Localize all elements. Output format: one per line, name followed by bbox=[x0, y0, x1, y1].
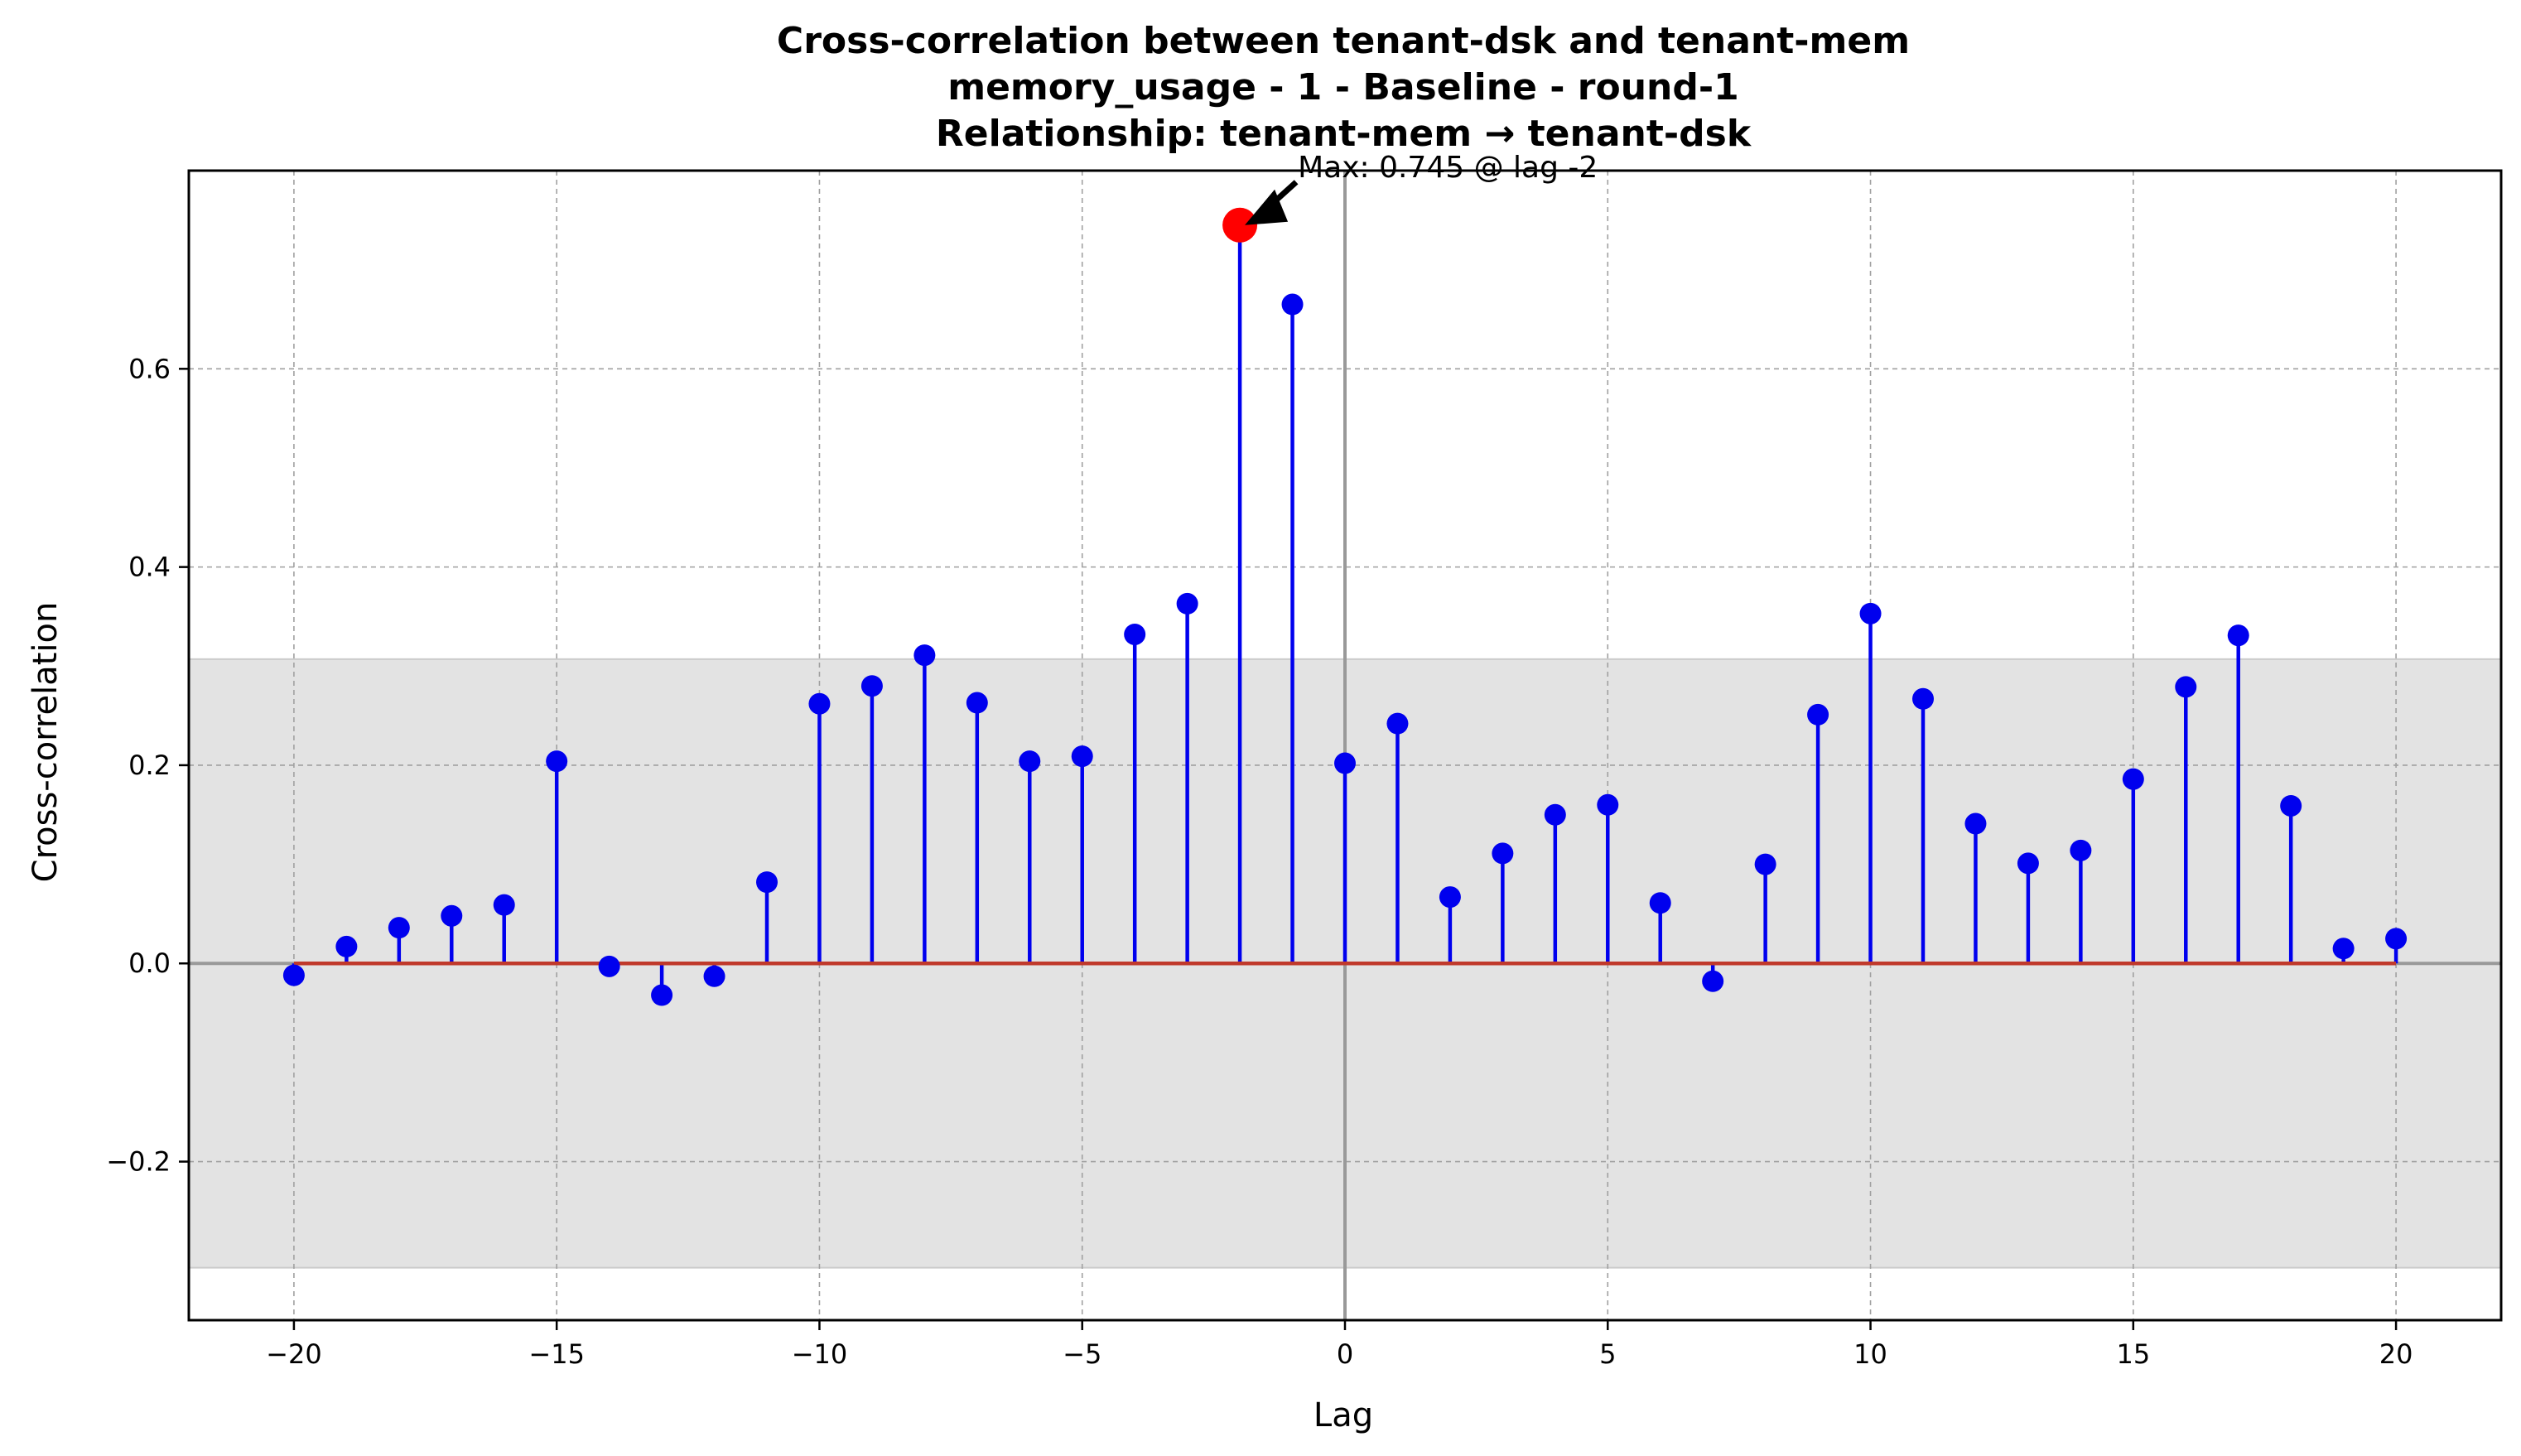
chart-title: Cross-correlation between tenant-dsk and… bbox=[777, 20, 1910, 155]
x-tick-label: 10 bbox=[1853, 1338, 1887, 1370]
y-tick-label: 0.0 bbox=[128, 947, 171, 979]
x-tick-label: −10 bbox=[792, 1338, 848, 1370]
stem-marker bbox=[2017, 852, 2039, 875]
stem-marker bbox=[756, 871, 778, 894]
x-tick-label: −5 bbox=[1063, 1338, 1101, 1370]
x-tick-label: 0 bbox=[1337, 1338, 1353, 1370]
stem-marker bbox=[860, 675, 883, 697]
chart-title-line-3: Relationship: tenant-mem → tenant-dsk bbox=[936, 113, 1752, 155]
stem-marker bbox=[808, 692, 831, 715]
plot-area: Max: 0.745 @ lag -2 −20 −15 −10 −5 0 5 10 15 20 −0… bbox=[106, 151, 2503, 1370]
stem-marker bbox=[1176, 592, 1198, 615]
stem-marker bbox=[1807, 703, 1829, 726]
stem-marker bbox=[282, 964, 305, 986]
stem-marker bbox=[1544, 803, 1566, 826]
y-tick-label: −0.2 bbox=[106, 1146, 171, 1178]
stem-marker bbox=[1912, 687, 1934, 710]
stem-marker bbox=[1702, 970, 1724, 992]
stem-marker bbox=[966, 692, 988, 714]
stem-marker bbox=[651, 984, 673, 1006]
stem-marker bbox=[546, 750, 568, 773]
stem-marker bbox=[2280, 794, 2302, 817]
stem-marker bbox=[598, 955, 620, 977]
x-tick-label: 5 bbox=[1599, 1338, 1616, 1370]
stem-marker bbox=[1649, 892, 1671, 914]
stem-marker bbox=[1492, 842, 1514, 865]
stem-marker bbox=[2227, 624, 2249, 647]
x-axis-label: Lag bbox=[1314, 1396, 1373, 1434]
annotation-arrowhead bbox=[1245, 189, 1289, 225]
stem-marker bbox=[703, 965, 725, 987]
x-tick-label: −20 bbox=[266, 1338, 322, 1370]
stem-marker bbox=[913, 644, 936, 667]
stem-marker bbox=[2385, 928, 2408, 950]
y-tick-label: 0.4 bbox=[128, 552, 171, 583]
peak-marker bbox=[1222, 207, 1258, 243]
stem-marker bbox=[335, 935, 358, 957]
stem-marker bbox=[1859, 602, 1882, 624]
stem-marker bbox=[2070, 839, 2092, 861]
stem-marker bbox=[441, 904, 463, 927]
x-tick-label: 15 bbox=[2116, 1338, 2150, 1370]
stem-marker bbox=[1071, 745, 1093, 768]
peak-annotation-label: Max: 0.745 @ lag -2 bbox=[1298, 151, 1598, 185]
stem-marker bbox=[1386, 712, 1409, 735]
stem-marker bbox=[1019, 750, 1041, 773]
stem-marker bbox=[2122, 768, 2144, 790]
stem-marker bbox=[1597, 793, 1619, 816]
stem-marker bbox=[1281, 293, 1304, 316]
chart-title-line-1: Cross-correlation between tenant-dsk and… bbox=[777, 20, 1910, 62]
stem-marker bbox=[1754, 853, 1776, 875]
chart-title-line-2: memory_usage - 1 - Baseline - round-1 bbox=[947, 66, 1739, 108]
y-tick-label: 0.2 bbox=[128, 750, 171, 781]
stem-marker bbox=[2175, 676, 2197, 698]
y-tick-label: 0.6 bbox=[128, 353, 171, 384]
x-tick-label: 20 bbox=[2379, 1338, 2413, 1370]
x-tick-label: −15 bbox=[528, 1338, 585, 1370]
stem-marker bbox=[1124, 623, 1146, 645]
stem-marker bbox=[1964, 812, 1987, 835]
stem-marker bbox=[1334, 752, 1356, 774]
stem-marker bbox=[388, 917, 410, 939]
stem-marker bbox=[2332, 938, 2355, 960]
y-axis-label: Cross-correlation bbox=[27, 602, 65, 883]
stem-marker bbox=[1439, 886, 1461, 909]
stem-marker bbox=[493, 894, 515, 916]
